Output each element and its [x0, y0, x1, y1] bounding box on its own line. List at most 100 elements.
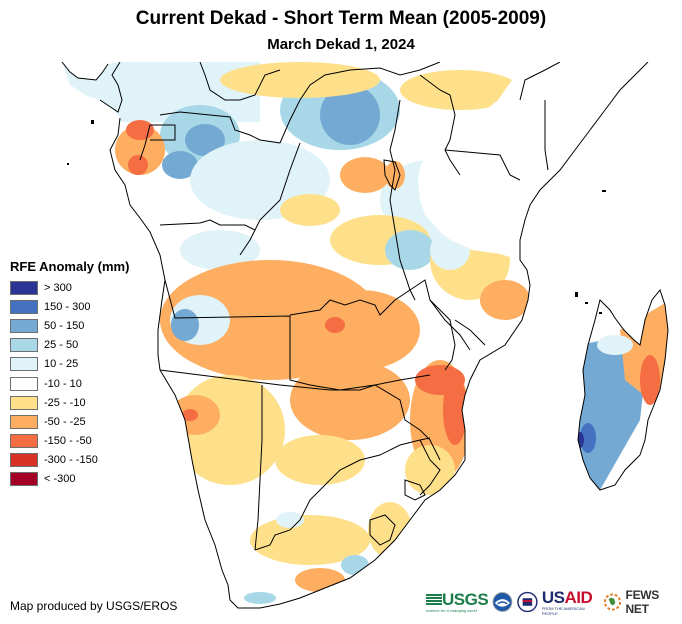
anomaly-patch — [128, 155, 148, 175]
legend-item: 10 - 25 — [10, 355, 129, 374]
usaid-tagline: FROM THE AMERICAN PEOPLE — [541, 605, 585, 616]
anomaly-patch — [115, 125, 165, 175]
anomaly-patch — [162, 151, 198, 179]
usgs-logo: USGS science for a changing world — [426, 590, 489, 613]
anomaly-patch — [62, 62, 260, 122]
usaid-seal-icon — [517, 591, 538, 613]
map-credit: Map produced by USGS/EROS — [10, 599, 178, 613]
usaid-us: US — [541, 587, 565, 607]
anomaly-patch — [325, 317, 345, 333]
anomaly-patch — [182, 409, 198, 421]
anomaly-patch — [415, 365, 465, 395]
anomaly-patch — [430, 140, 510, 200]
legend-label: -150 - -50 — [44, 435, 92, 448]
anomaly-patch — [276, 512, 304, 528]
fews-net-label: FEWS NET — [625, 588, 660, 616]
legend-label: > 300 — [44, 281, 72, 294]
border — [454, 319, 486, 346]
anomaly-patch — [405, 445, 455, 495]
anomaly-patch — [580, 423, 596, 453]
legend-swatch — [10, 414, 38, 429]
noaa-logo-icon — [492, 592, 513, 612]
border — [419, 439, 441, 496]
border — [279, 62, 441, 144]
anomaly-patch — [341, 555, 369, 575]
anomaly-patch — [385, 161, 405, 189]
legend-swatch — [10, 453, 38, 468]
map-legend: RFE Anomaly (mm) > 300 150 - 300 50 - 150 2… — [10, 259, 129, 489]
anomaly-patch — [280, 194, 340, 226]
legend-item: 50 - 150 — [10, 316, 129, 335]
legend-item: 25 - 50 — [10, 336, 129, 355]
legend-items: > 300 150 - 300 50 - 150 25 - 50 10 - 25 -10 … — [10, 278, 129, 489]
border — [159, 219, 256, 231]
usgs-wave-icon — [426, 593, 442, 605]
usgs-label: USGS — [442, 590, 489, 609]
madagascar-coast — [577, 288, 669, 491]
legend-swatch — [10, 357, 38, 372]
legend-label: -50 - -25 — [44, 415, 86, 428]
anomaly-patch — [300, 290, 420, 370]
anomaly-patch — [640, 355, 660, 405]
border — [444, 149, 521, 181]
usgs-tagline: science for a changing world — [426, 608, 477, 613]
legend-swatch — [10, 434, 38, 449]
anomaly-patch — [220, 62, 380, 98]
border — [383, 159, 401, 191]
anomaly-patch — [340, 157, 390, 193]
legend-label: -25 - -10 — [44, 396, 86, 409]
legend-swatch — [10, 472, 38, 487]
anomaly-patch — [400, 70, 520, 110]
legend-swatch — [10, 299, 38, 314]
legend-label: 50 - 150 — [44, 319, 85, 332]
legend-label: < -300 — [44, 473, 76, 486]
legend-label: 25 - 50 — [44, 339, 79, 352]
anomaly-patch — [576, 432, 584, 448]
anomaly-patch — [385, 230, 435, 270]
island-marker — [67, 163, 69, 165]
anomaly-patch — [368, 502, 412, 558]
anomaly-patch — [126, 120, 154, 140]
legend-swatch — [10, 280, 38, 295]
legend-label: -10 - 10 — [44, 377, 82, 390]
border — [429, 299, 456, 371]
island-marker — [91, 120, 94, 124]
legend-label: 150 - 300 — [44, 300, 91, 313]
border — [544, 100, 549, 171]
border — [239, 142, 301, 256]
border — [254, 385, 263, 551]
border — [289, 279, 471, 351]
legend-swatch — [10, 376, 38, 391]
map-title: Current Dekad - Short Term Mean (2005-20… — [135, 8, 547, 29]
legend-item: 150 - 300 — [10, 297, 129, 316]
legend-item: -25 - -10 — [10, 393, 129, 412]
rainfall-anomaly-map — [61, 62, 669, 609]
islands — [67, 120, 606, 314]
legend-item: -10 - 10 — [10, 374, 129, 393]
fews-globe-icon — [603, 593, 621, 611]
legend-item: -150 - -50 — [10, 432, 129, 451]
island-marker — [585, 302, 588, 304]
country-borders — [61, 62, 669, 609]
legend-label: -300 - -150 — [44, 454, 98, 467]
border — [419, 74, 461, 176]
legend-title: RFE Anomaly (mm) — [10, 259, 130, 274]
border — [139, 111, 281, 161]
anomaly-patch — [171, 309, 199, 341]
usaid-aid: AID — [564, 587, 593, 607]
anomaly-patch — [597, 335, 633, 355]
coastline — [61, 62, 649, 609]
anomaly-patch — [320, 85, 380, 145]
island-marker — [599, 312, 602, 314]
anomaly-patch — [180, 230, 260, 270]
border — [389, 99, 416, 301]
border — [254, 437, 431, 551]
legend-item: > 300 — [10, 278, 129, 297]
anomaly-patch — [480, 280, 530, 320]
border — [369, 514, 396, 546]
border — [199, 62, 281, 101]
anomaly-patch — [244, 592, 276, 604]
border — [159, 369, 431, 391]
partner-logos: USGS science for a changing world USAID … — [426, 587, 682, 616]
border — [519, 62, 561, 101]
